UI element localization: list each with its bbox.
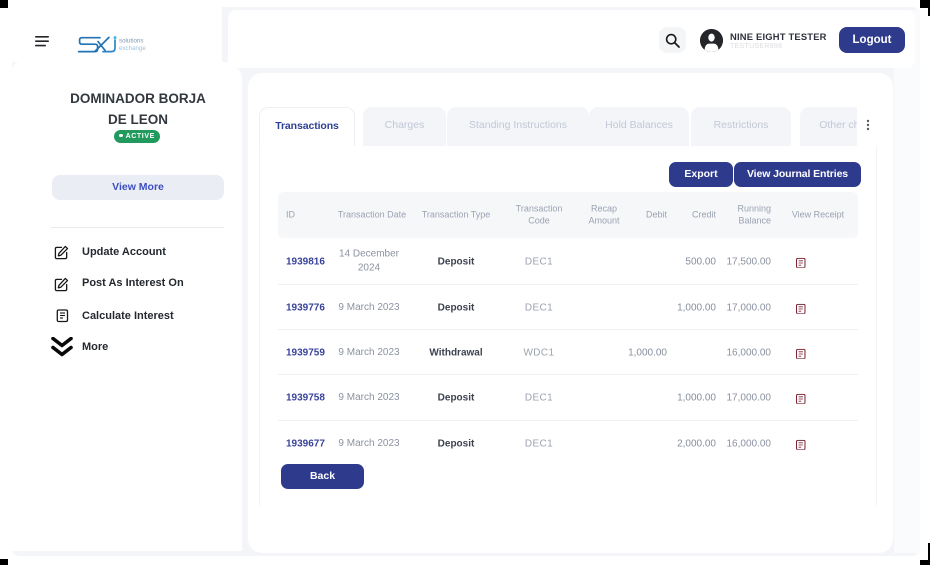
svg-text:exchange: exchange — [119, 45, 146, 52]
svg-text:solutions: solutions — [119, 38, 143, 45]
